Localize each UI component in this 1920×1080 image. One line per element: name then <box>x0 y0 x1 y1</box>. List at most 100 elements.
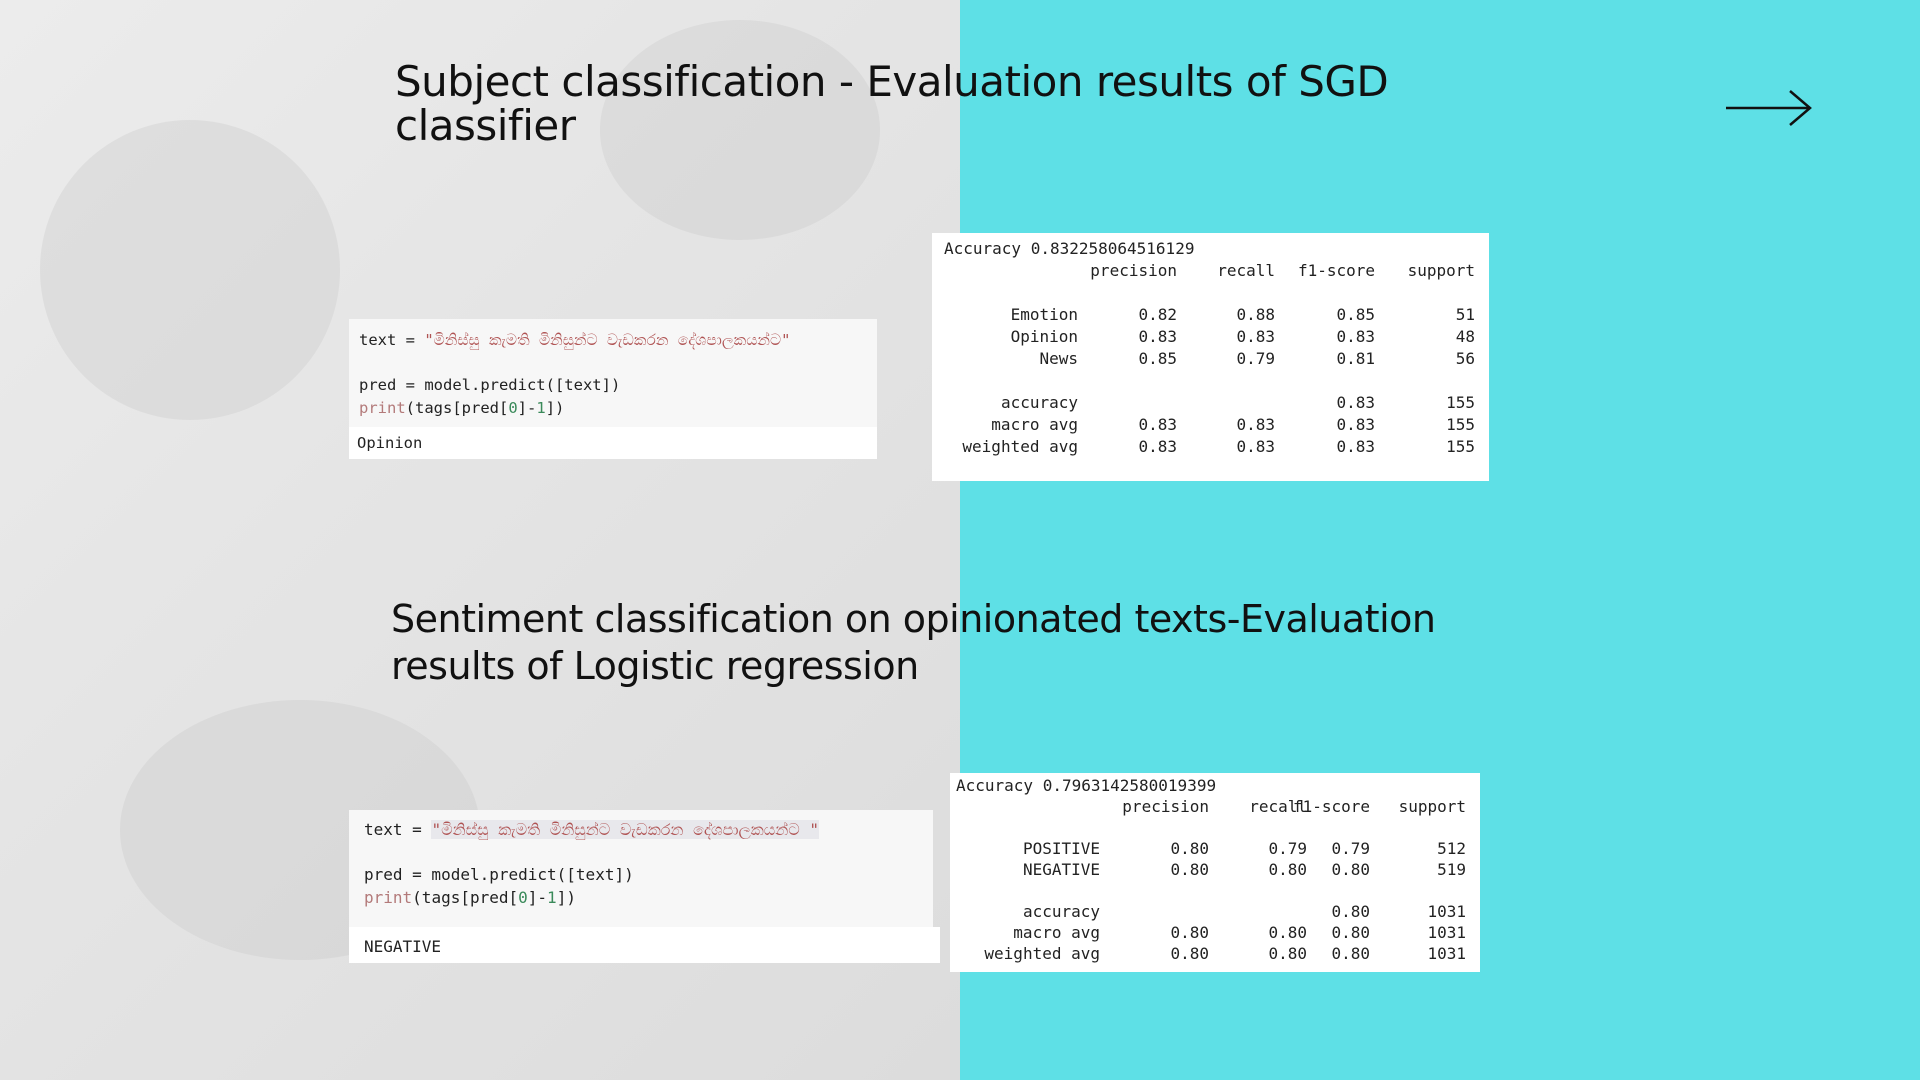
code-line-print: print(tags[pred[0]-1]) <box>359 397 867 420</box>
cell-support: 1031 <box>1427 944 1466 963</box>
header-precision: precision <box>1090 261 1177 280</box>
table-row: News 0.85 0.79 0.81 56 <box>932 349 1489 371</box>
cell-precision: 0.80 <box>1170 839 1209 858</box>
background-shape <box>40 120 340 420</box>
cell-precision: 0.80 <box>1170 944 1209 963</box>
table-row: macro avg 0.83 0.83 0.83 155 <box>932 415 1489 437</box>
table-row: Emotion 0.82 0.88 0.85 51 <box>932 305 1489 327</box>
table-row: accuracy 0.83 155 <box>932 393 1489 415</box>
code-number: 0 <box>518 888 528 907</box>
cell-support: 519 <box>1437 860 1466 879</box>
cell-f1-score: 0.83 <box>1336 327 1375 346</box>
report-header-row: precision recall f1-score support <box>950 797 1480 819</box>
table-row: weighted avg 0.83 0.83 0.83 155 <box>932 437 1489 459</box>
code-function: print <box>364 888 413 907</box>
row-label: accuracy <box>1022 902 1100 921</box>
background-shape <box>600 20 880 240</box>
code-token: ]) <box>556 888 576 907</box>
row-label: News <box>1039 349 1078 368</box>
cell-f1-score: 0.80 <box>1331 860 1370 879</box>
cell-precision: 0.82 <box>1138 305 1177 324</box>
cell-f1-score: 0.83 <box>1336 415 1375 434</box>
cell-recall: 0.80 <box>1268 923 1307 942</box>
cell-f1-score: 0.80 <box>1331 944 1370 963</box>
cell-support: 56 <box>1455 349 1475 368</box>
cell-support: 48 <box>1455 327 1475 346</box>
code-number: 0 <box>508 399 518 417</box>
table-row: macro avg 0.80 0.80 0.80 1031 <box>950 923 1480 945</box>
row-label: macro avg <box>1013 923 1100 942</box>
header-recall: recall <box>1249 797 1307 816</box>
code-string: "මිනිස්සු කැමති මිනිසුන්ට වැඩකරන දේශපාලක… <box>431 820 820 839</box>
code-token: text = <box>364 820 432 839</box>
cell-recall: 0.80 <box>1268 944 1307 963</box>
cell-recall: 0.83 <box>1236 327 1275 346</box>
cell-support: 1031 <box>1427 923 1466 942</box>
cell-f1-score: 0.79 <box>1331 839 1370 858</box>
table-row: POSITIVE 0.80 0.79 0.79 512 <box>950 839 1480 861</box>
table-row: Opinion 0.83 0.83 0.83 48 <box>932 327 1489 349</box>
cell-recall: 0.88 <box>1236 305 1275 324</box>
code-cell-sentiment: text = "මිනිස්සු කැමති මිනිසුන්ට වැඩකරන … <box>349 810 940 963</box>
table-row: accuracy 0.80 1031 <box>950 902 1480 924</box>
row-label: weighted avg <box>962 437 1078 456</box>
code-number: 1 <box>536 399 546 417</box>
code-token: (tags[pred[ <box>405 399 509 417</box>
cell-precision: 0.83 <box>1138 415 1177 434</box>
table-row: weighted avg 0.80 0.80 0.80 1031 <box>950 944 1480 966</box>
row-label: NEGATIVE <box>1022 860 1100 879</box>
cell-precision: 0.85 <box>1138 349 1177 368</box>
code-token: text = <box>359 331 425 349</box>
cell-support: 155 <box>1446 437 1475 456</box>
cell-support: 51 <box>1455 305 1475 324</box>
classification-report-subject: Accuracy 0.832258064516129 precision rec… <box>932 233 1489 481</box>
cell-precision: 0.80 <box>1170 923 1209 942</box>
header-precision: precision <box>1122 797 1209 816</box>
code-function: print <box>359 399 406 417</box>
row-label: weighted avg <box>984 944 1100 963</box>
cell-f1-score: 0.81 <box>1336 349 1375 368</box>
code-string: "මිනිස්සු කැමති මිනිසුන්ට වැඩකරන දේශපාලක… <box>424 331 791 349</box>
row-label: POSITIVE <box>1022 839 1100 858</box>
code-blank-line <box>364 841 919 863</box>
code-blank-line <box>359 352 867 374</box>
code-number: 1 <box>547 888 557 907</box>
report-header-row: precision recall f1-score support <box>932 261 1489 283</box>
cell-support: 155 <box>1446 393 1475 412</box>
slide-title-subject: Subject classification - Evaluation resu… <box>395 57 1389 150</box>
cell-f1-score: 0.80 <box>1331 902 1370 921</box>
cell-support: 1031 <box>1427 902 1466 921</box>
code-line-pred: pred = model.predict([text]) <box>364 865 634 884</box>
code-line-text: text = "මිනිස්සු කැමති මිනිසුන්ට වැඩකරන … <box>359 329 867 352</box>
header-f1-score: f1-score <box>1292 797 1370 816</box>
cell-recall: 0.83 <box>1236 415 1275 434</box>
cell-f1-score: 0.80 <box>1331 923 1370 942</box>
cell-f1-score: 0.83 <box>1336 437 1375 456</box>
classification-report-sentiment: Accuracy 0.7963142580019399 precision re… <box>950 773 1480 972</box>
header-support: support <box>1407 261 1475 280</box>
table-row: NEGATIVE 0.80 0.80 0.80 519 <box>950 860 1480 882</box>
code-cell-subject: text = "මිනිස්සු කැමති මිනිසුන්ට වැඩකරන … <box>349 319 877 459</box>
row-label: Emotion <box>1010 305 1078 324</box>
code-token: ]- <box>527 888 548 907</box>
cell-recall: 0.83 <box>1236 437 1275 456</box>
cell-precision: 0.83 <box>1138 327 1177 346</box>
code-output: Opinion <box>349 427 877 459</box>
header-f1-score: f1-score <box>1297 261 1375 280</box>
slide-title-sentiment: Sentiment classification on opinionated … <box>391 597 1436 688</box>
cell-support: 155 <box>1446 415 1475 434</box>
cell-precision: 0.83 <box>1138 437 1177 456</box>
code-token: ]- <box>517 399 537 417</box>
row-label: macro avg <box>991 415 1078 434</box>
right-arrow-icon[interactable] <box>1724 88 1814 128</box>
accuracy-line: Accuracy 0.7963142580019399 <box>956 776 1217 795</box>
row-label: accuracy <box>1000 393 1078 412</box>
cell-f1-score: 0.85 <box>1336 305 1375 324</box>
code-line-pred: pred = model.predict([text]) <box>359 376 621 394</box>
code-token: (tags[pred[ <box>412 888 519 907</box>
cell-support: 512 <box>1437 839 1466 858</box>
code-input: text = "මිනිස්සු කැමති මිනිසුන්ට වැඩකරන … <box>349 810 933 909</box>
accuracy-line: Accuracy 0.832258064516129 <box>944 239 1195 258</box>
cell-f1-score: 0.83 <box>1336 393 1375 412</box>
code-line-print: print(tags[pred[0]-1]) <box>364 886 919 909</box>
